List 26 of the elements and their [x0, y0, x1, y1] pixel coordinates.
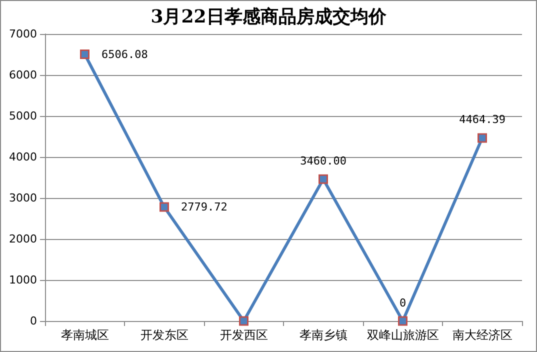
- y-tick-label: 6000: [9, 68, 37, 82]
- data-label: 0: [399, 296, 406, 310]
- data-label: 6506.08: [102, 48, 148, 61]
- x-tick-label: 孝南乡镇: [299, 328, 348, 342]
- y-tick-label: 4000: [9, 150, 37, 164]
- x-tick-label: 孝南城区: [60, 328, 109, 342]
- y-tick-label: 1000: [9, 274, 37, 286]
- y-tick-label: 7000: [9, 28, 37, 40]
- x-tick-label: 开发东区: [140, 328, 188, 342]
- point: [398, 316, 408, 326]
- y-tick-label: 0: [30, 314, 37, 328]
- x-tick-label: 南大经济区: [452, 328, 512, 342]
- point: [478, 133, 487, 143]
- point: [80, 50, 90, 59]
- data-label: 4464.39: [459, 113, 506, 126]
- point: [318, 174, 328, 184]
- x-tick-label: 双峰山旅游区: [366, 328, 439, 342]
- chart-title: 3月22日孝感商品房成交均价: [150, 6, 388, 28]
- point: [239, 316, 248, 326]
- y-tick-label: 5000: [9, 110, 37, 122]
- y-tick-label: 2000: [9, 232, 37, 246]
- point: [160, 202, 169, 212]
- data-label: 3460.00: [300, 154, 346, 168]
- data-label: 2779.72: [181, 200, 228, 214]
- y-tick-label: 3000: [9, 192, 37, 204]
- x-tick-label: 开发西区: [220, 328, 268, 342]
